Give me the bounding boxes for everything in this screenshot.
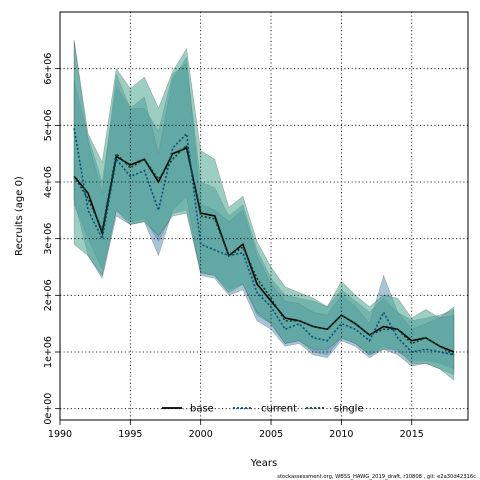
series-line-base <box>73 146 455 353</box>
axes: 1990 1995 2000 2005 2010 2015 0e+00 1e+06 2e+06 3… <box>43 53 424 440</box>
x-tick-label: 1990 <box>48 429 72 440</box>
legend-label-current: current <box>261 404 297 415</box>
footnote: stockassessment.org, WBSS_HAWG_2019_draf… <box>277 474 476 480</box>
y-tick-label: 6e+06 <box>43 53 54 85</box>
x-tick-label: 2015 <box>400 429 424 440</box>
x-axis-title: Years <box>250 458 277 469</box>
series-line-single <box>73 143 455 356</box>
y-tick-label: 2e+06 <box>43 279 54 311</box>
legend-label-single: single <box>334 404 364 415</box>
plot-frame <box>59 11 469 421</box>
legend-label-base: base <box>190 404 214 415</box>
y-tick-label: 1e+06 <box>43 336 54 368</box>
x-tick-label: 2000 <box>189 429 213 440</box>
series-line-current <box>73 128 455 356</box>
y-tick-label: 3e+06 <box>43 223 54 255</box>
series-lines <box>73 128 455 356</box>
legend: base current single <box>162 404 364 415</box>
x-tick-label: 2005 <box>259 429 283 440</box>
y-axis-title: Recruits (age 0) <box>14 176 25 256</box>
y-tick-label: 4e+06 <box>43 166 54 198</box>
y-tick-label: 5e+06 <box>43 109 54 141</box>
x-tick-label: 1995 <box>118 429 142 440</box>
y-tick-label: 0e+00 <box>43 393 54 425</box>
x-tick-label: 2010 <box>329 429 353 440</box>
